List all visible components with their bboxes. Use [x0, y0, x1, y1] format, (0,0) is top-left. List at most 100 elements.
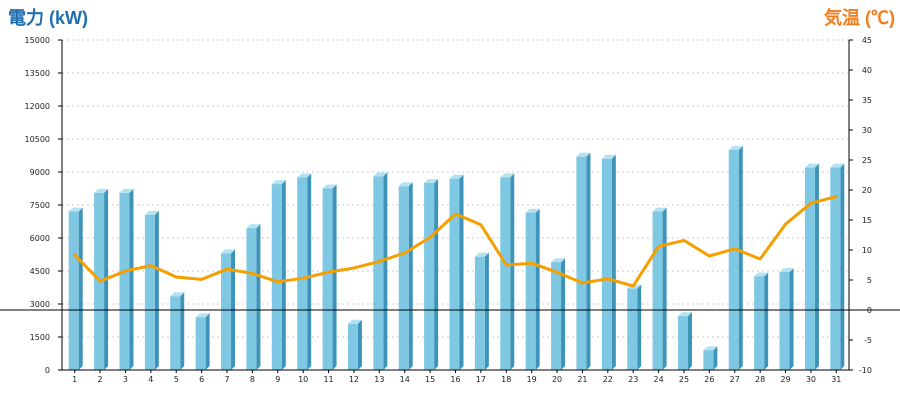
- left-tick-label: 6000: [30, 234, 50, 243]
- right-tick-label: 10: [862, 246, 872, 255]
- right-axis-ticks: -10 -5 0 5 10 15 20 25 30 35 40 45: [849, 36, 872, 375]
- bar-side: [332, 184, 337, 370]
- bar-front: [576, 156, 587, 370]
- x-tick-label: 4: [148, 375, 153, 384]
- bar-front: [221, 253, 232, 370]
- bar-front: [195, 317, 206, 370]
- bar-side: [434, 179, 439, 370]
- left-axis-ticks: 0 1500 3000 4500 6000 7500 9000 10500 12000 13500…: [25, 36, 62, 375]
- bar-top: [500, 173, 515, 178]
- bar-top: [347, 319, 362, 324]
- bar-top: [754, 272, 769, 277]
- x-tick-label: 8: [250, 375, 255, 384]
- x-tick-label: 28: [755, 375, 765, 384]
- bar-front: [119, 192, 130, 370]
- bar-top: [94, 188, 109, 193]
- bar-side: [256, 224, 261, 370]
- bar: [68, 207, 83, 370]
- left-tick-label: 4500: [30, 267, 50, 276]
- bar-side: [484, 252, 489, 370]
- x-tick-label: 20: [552, 375, 562, 384]
- bar-front: [347, 323, 358, 370]
- right-tick-label: 45: [862, 36, 872, 45]
- x-tick-label: 16: [450, 375, 460, 384]
- bar: [779, 268, 794, 370]
- bar: [703, 346, 718, 370]
- bar-front: [297, 177, 308, 370]
- bar: [424, 179, 439, 370]
- bar-side: [307, 173, 312, 370]
- bar-top: [677, 312, 692, 317]
- x-tick-label: 18: [501, 375, 511, 384]
- bar: [144, 210, 159, 370]
- bar-front: [449, 178, 460, 370]
- bar-top: [195, 313, 210, 318]
- left-tick-label: 10500: [25, 135, 50, 144]
- bar-side: [281, 180, 286, 370]
- bar: [449, 174, 464, 370]
- bar-front: [601, 158, 612, 370]
- bar-front: [246, 228, 257, 370]
- bar: [297, 173, 312, 370]
- bar-front: [754, 276, 765, 370]
- x-tick-label: 2: [98, 375, 103, 384]
- bar-side: [687, 312, 692, 370]
- x-tick-label: 1: [72, 375, 77, 384]
- bar-top: [144, 210, 159, 215]
- bar: [627, 284, 642, 370]
- bar-top: [804, 163, 819, 168]
- bar: [551, 258, 566, 370]
- x-tick-label: 27: [730, 375, 740, 384]
- x-tick-label: 10: [298, 375, 308, 384]
- bar-side: [738, 146, 743, 370]
- x-axis-ticks: 1 2 3 4 5 6 7 8 9 10 11 12 13 14 15 16 17 18 19 20 21 22 23 24 2…: [72, 370, 841, 384]
- bar-top: [703, 346, 718, 351]
- left-axis-title: 電力 (kW): [8, 8, 88, 28]
- bar-side: [535, 208, 540, 370]
- bar-front: [830, 167, 841, 370]
- bar: [373, 172, 388, 370]
- bar: [246, 224, 261, 370]
- bar-front: [525, 212, 536, 370]
- bar-side: [840, 163, 845, 370]
- bar: [754, 272, 769, 370]
- x-tick-label: 22: [603, 375, 613, 384]
- left-tick-label: 9000: [30, 168, 50, 177]
- bar-top: [271, 180, 286, 185]
- bar-side: [154, 210, 159, 370]
- bar-side: [561, 258, 566, 370]
- bar-front: [551, 262, 562, 370]
- bar-side: [205, 313, 210, 370]
- x-tick-label: 9: [275, 375, 280, 384]
- bar-front: [652, 211, 663, 370]
- bar: [525, 208, 540, 370]
- bar-front: [500, 177, 511, 370]
- bar-side: [637, 284, 642, 370]
- right-axis-title: 気温 (℃): [824, 7, 895, 28]
- x-tick-label: 25: [679, 375, 689, 384]
- bar-top: [652, 207, 667, 212]
- bar-top: [551, 258, 566, 263]
- bar: [677, 312, 692, 370]
- bar-side: [180, 292, 185, 370]
- right-tick-label: 20: [862, 186, 872, 195]
- bar-top: [576, 152, 591, 157]
- left-tick-label: 12000: [25, 102, 50, 111]
- x-tick-label: 19: [527, 375, 537, 384]
- x-tick-label: 13: [374, 375, 384, 384]
- bar-series: [68, 146, 845, 370]
- right-tick-label: 5: [867, 276, 872, 285]
- bar-front: [627, 288, 638, 370]
- bar-front: [703, 350, 714, 370]
- right-tick-label: 25: [862, 156, 872, 165]
- bar-side: [459, 174, 464, 370]
- right-tick-label: 0: [867, 306, 872, 315]
- bar: [474, 252, 489, 370]
- bar-front: [779, 272, 790, 370]
- bar-front: [474, 256, 485, 370]
- bar-front: [373, 176, 384, 370]
- bar-side: [764, 272, 769, 370]
- bar-front: [68, 211, 79, 370]
- x-tick-label: 21: [577, 375, 587, 384]
- bar-top: [322, 184, 337, 189]
